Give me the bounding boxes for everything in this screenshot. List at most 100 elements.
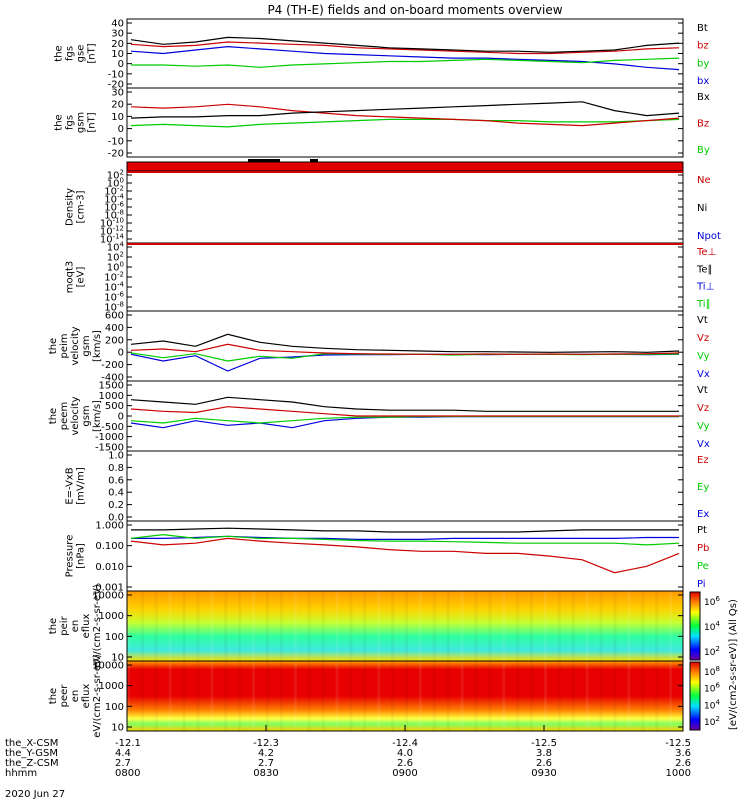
spectrogram-stripe [335,661,339,731]
spectrogram-stripe [530,591,534,661]
xtick-value: -12.1 [115,738,141,749]
spectrogram [127,591,683,661]
figure-title: P4 (TH-E) fields and on-board moments ov… [267,3,562,17]
legend-vz: Vz [697,333,709,344]
ytick-label: -1500 [95,443,124,454]
legend-vz: Vz [697,403,709,414]
panel-3: 10210010-210-410-610-810-1010-1210-14Den… [65,169,721,246]
ytick-label: 400 [105,323,124,334]
spectrogram-stripe [530,661,534,731]
legend-te: Te∥ [696,264,713,275]
spectrogram-stripe [474,661,478,731]
series-vt [130,333,680,353]
spectrogram-stripe [516,661,520,731]
xtick-value: 3.8 [536,748,552,759]
xtick-value: 0900 [392,768,417,779]
ytick-label: 20 [111,100,124,111]
spectrogram-stripe [502,661,506,731]
panel-frame [126,310,684,382]
spectrogram-stripe [641,661,645,731]
xtick-value: 2.6 [536,758,552,769]
spectrogram-stripe [432,661,436,731]
legend-vt: Vt [697,315,708,326]
series-vx [130,416,679,429]
xtick-value: 2.7 [115,758,131,769]
series-bt [130,36,680,53]
panel-frame [126,242,684,312]
series-pt [131,527,679,533]
series-vz [130,406,679,417]
spectrogram-stripe [335,591,339,661]
ytick-label: 1000 [99,391,124,402]
spectrogram-stripe [557,661,561,731]
ytick-label: -1000 [95,432,124,443]
svg-text:0.010: 0.010 [95,562,124,573]
spectrogram-stripe [557,591,561,661]
y-axis-label: thepeemvelocitygsm[km/s] [48,396,103,435]
svg-text:500: 500 [105,401,124,412]
svg-text:1500: 1500 [99,381,124,392]
svg-text:1000: 1000 [99,611,124,622]
ytick-label: -10 [108,69,124,80]
spectrogram-stripe [655,661,659,731]
colorbar-ticks: 106 104 102 108 106 104 102 [704,595,720,728]
svg-text:0.2: 0.2 [108,500,124,511]
spectrogram-stripe [224,661,228,731]
spectrogram-stripe [154,661,158,731]
spectrogram-stripe [266,661,269,731]
spectrogram-stripe [182,661,186,731]
spectrogram-stripe [571,591,575,661]
ytick-label: -20 [108,149,124,160]
panel-frame [126,87,684,158]
spectrogram-stripe [446,591,450,661]
spectrogram-stripe [488,591,492,661]
legend-ti: Ti∥ [696,299,711,310]
ytick-label: -400 [101,373,124,384]
svg-text:1000: 1000 [99,391,124,402]
spectrogram-stripe [418,591,422,661]
xaxis-row-label: hhmm [5,768,37,779]
spectrogram-stripe [391,591,395,661]
spectrogram-stripe [196,661,200,731]
svg-text:-1500: -1500 [95,443,124,454]
spectrogram-stripe [196,591,200,661]
status-bar-fill [126,161,684,172]
status-bar [126,159,684,172]
spectrogram-stripe [307,591,311,661]
spectrogram-stripe [238,591,242,661]
spectrogram-stripe [293,661,297,731]
colorbar-tick-label: 102 [704,715,720,728]
y-axis-label: Pressure[nPa] [65,535,87,578]
series-pe [130,533,680,546]
ytick-label: 1500 [99,381,124,392]
spectrogram [127,661,683,731]
svg-text:1000: 1000 [99,681,124,692]
y-axis-label: moqt3[eV] [65,261,87,294]
spectrogram-stripe [279,591,283,661]
spectrogram-stripe [252,661,256,731]
spectrogram-stripe [363,661,367,731]
panel-frame [126,450,684,522]
svg-text:10: 10 [111,723,124,734]
ytick-label: 0.100 [95,541,124,552]
svg-text:0: 0 [118,124,124,135]
panel-frame [126,170,684,244]
colorbar-tick-label: 102 [704,645,720,658]
y-axis-label: thefgsgsm[nT] [54,112,98,133]
series-bx [130,101,680,119]
spectrogram-stripe [238,661,242,731]
svg-text:-20: -20 [108,149,124,160]
ytick-label: -500 [101,422,124,433]
ytick-label: 40 [111,19,124,30]
ytick-label: 0.4 [108,488,124,499]
svg-text:-10: -10 [108,136,124,147]
xtick-value: -12.4 [392,738,418,749]
legend-npot: Npot [697,231,721,242]
ytick-label: 100 [105,632,124,643]
y-axis-label: E=-VxB[mV/m] [65,467,87,505]
status-mark [248,159,280,162]
spectrogram-stripe [627,591,631,661]
